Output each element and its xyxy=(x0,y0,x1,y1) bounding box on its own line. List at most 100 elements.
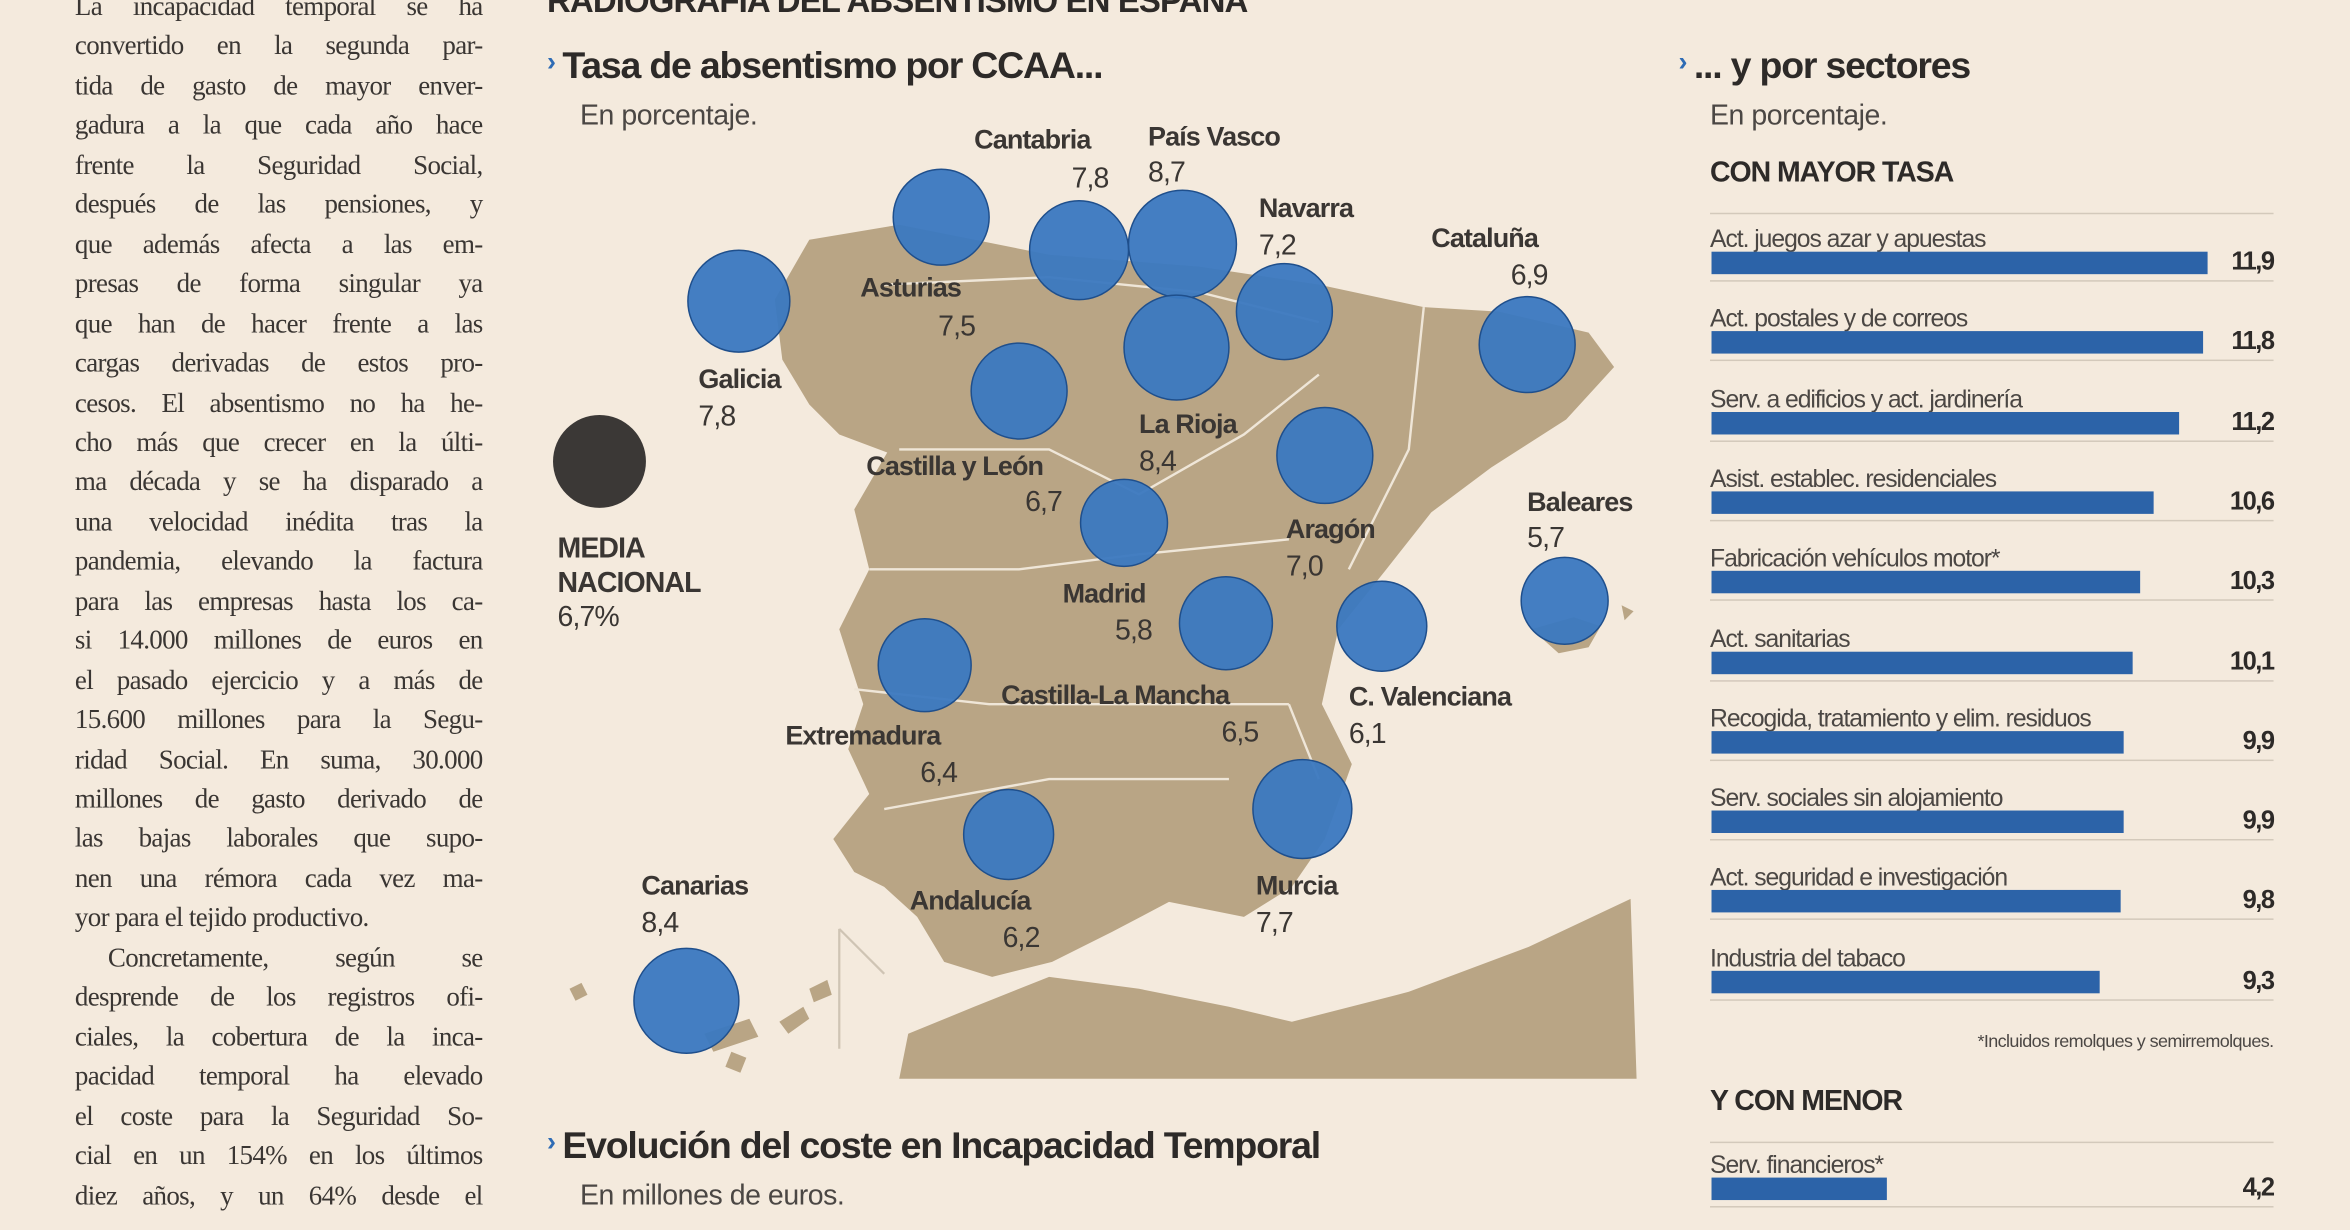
sector-value: 9,9 xyxy=(2242,806,2275,835)
region-name-label: País Vasco xyxy=(1148,121,1280,151)
cost-chart-title: › Evolución del coste en Incapacidad Temp… xyxy=(547,1125,1321,1168)
region-bubble xyxy=(1079,478,1169,568)
region-value-label: 7,8 xyxy=(1072,162,1109,194)
article-line: pacidad temporal ha elevado xyxy=(74,1060,483,1091)
sector-bar xyxy=(1711,810,2125,834)
article-line: presas de forma singular ya xyxy=(74,268,483,299)
sector-label: Act. sanitarias xyxy=(1710,625,1851,653)
article-line: que además afecta a las em- xyxy=(74,228,483,259)
footnote: *Incluidos remolques y semirremolques. xyxy=(1977,1030,2274,1052)
sector-label: Serv. financieros* xyxy=(1710,1152,1884,1180)
region-name-label: Navarra xyxy=(1259,193,1355,223)
region-bubble xyxy=(1478,295,1576,394)
sector-label: Serv. a edificios y act. jardinería xyxy=(1710,385,2023,413)
national-average-label: 6,7% xyxy=(558,601,620,633)
cost-chart-subtitle: En millones de euros. xyxy=(579,1180,845,1213)
article-line: después de las pensiones, y xyxy=(74,189,483,220)
article-line: tida de gasto de mayor enver- xyxy=(74,70,483,101)
region-value-label: 7,7 xyxy=(1256,907,1293,939)
article-line: cesos. El absentismo no ha he- xyxy=(74,387,483,418)
divider xyxy=(1710,599,2274,602)
sector-label: Fabricación vehículos motor* xyxy=(1710,545,2001,573)
sector-bar xyxy=(1711,650,2133,674)
sector-row: Serv. sociales sin alojamiento 9,9 xyxy=(1710,785,2275,864)
article-line: una velocidad inédita tras la xyxy=(74,506,483,537)
region-value-label: 6,1 xyxy=(1349,718,1386,750)
article-line: convertido en la segunda par- xyxy=(74,30,483,61)
sector-bar xyxy=(1711,491,2154,514)
sector-value: 4,2 xyxy=(2242,1173,2275,1202)
sector-bar xyxy=(1711,411,2179,434)
region-name-label: Galicia xyxy=(698,364,782,394)
article-line: para las empresas hasta los ca- xyxy=(74,585,483,616)
sector-row: Recogida, tratamiento y elim. residuos 9,… xyxy=(1710,705,2275,784)
article-line: Concretamente, según se xyxy=(107,942,483,973)
article-line: el coste para la Seguridad So- xyxy=(74,1100,483,1131)
sector-bar xyxy=(1711,571,2141,594)
region-bubble xyxy=(1235,262,1334,361)
article-line: yor para el tejido productivo. xyxy=(74,902,369,933)
region-value-label: 6,4 xyxy=(920,757,957,789)
sector-row: Asist. establec. residenciales 10,6 xyxy=(1710,466,2275,545)
region-name-label: Baleares xyxy=(1527,487,1632,517)
article-line: nen una rémora cada vez ma- xyxy=(74,862,483,893)
divider xyxy=(1710,918,2274,921)
map-title-text: Tasa de absentismo por CCAA... xyxy=(562,44,1103,87)
article-line: el pasado ejercicio y a más de xyxy=(74,664,483,695)
sector-row: Act. postales y de correos 11,8 xyxy=(1710,306,2275,385)
north-africa-land xyxy=(899,898,1637,1079)
article-line: ma década y se ha disparado a xyxy=(74,466,483,497)
national-average-label: NACIONAL xyxy=(558,567,702,599)
sector-bar xyxy=(1711,890,2121,913)
sector-bar xyxy=(1711,331,2204,355)
article-line: ridad Social. En suma, 30.000 xyxy=(74,743,483,774)
sector-bar xyxy=(1711,730,2125,754)
region-name-label: Cataluña xyxy=(1431,223,1540,253)
sector-value: 11,9 xyxy=(2231,247,2275,276)
region-value-label: 8,4 xyxy=(1139,445,1176,477)
article-line: gadura a la que cada año hace xyxy=(74,109,483,140)
region-value-label: 6,2 xyxy=(1003,922,1040,954)
group-heading-lowest: Y CON MENOR xyxy=(1710,1086,1903,1118)
sectors-title-text: ... y por sectores xyxy=(1693,44,1971,87)
divider xyxy=(1710,1141,2274,1144)
divider xyxy=(1710,360,2274,362)
sectors-title: ›... y por sectores xyxy=(1679,44,1972,88)
sector-bar xyxy=(1711,1177,1887,1201)
article-line: frente la Seguridad Social, xyxy=(74,149,483,180)
region-name-label: Cantabria xyxy=(974,124,1092,154)
map-subtitle: En porcentaje. xyxy=(579,100,758,132)
sector-row: Serv. financieros* 4,2 xyxy=(1710,1152,2275,1230)
region-value-label: 5,8 xyxy=(1115,615,1152,647)
divider xyxy=(1710,519,2274,522)
divider xyxy=(1710,998,2274,1001)
group-heading-highest: CON MAYOR TASA xyxy=(1710,157,1954,189)
divider xyxy=(1710,212,2274,215)
sector-row: Act. juegos azar y apuestas 11,9 xyxy=(1710,226,2275,305)
sector-bar xyxy=(1711,970,2100,993)
canarias-frame xyxy=(838,928,886,1049)
cost-chart-title-text: Evolución del coste en Incapacidad Tempo… xyxy=(562,1125,1321,1168)
region-bubble xyxy=(1123,294,1230,401)
sector-value: 11,2 xyxy=(2231,406,2275,436)
region-value-label: 7,0 xyxy=(1286,550,1323,582)
sector-value: 9,8 xyxy=(2242,886,2275,915)
sector-row: Fabricación vehículos motor* 10,3 xyxy=(1710,545,2275,625)
article-line: diez años, y un 64% desde el xyxy=(74,1179,483,1210)
divider xyxy=(1710,439,2274,442)
region-name-label: Murcia xyxy=(1256,870,1339,900)
chevron-icon: › xyxy=(547,1126,556,1157)
region-bubble xyxy=(1028,200,1130,301)
sector-value: 10,6 xyxy=(2229,486,2275,516)
region-value-label: 6,9 xyxy=(1511,260,1548,292)
divider xyxy=(1710,679,2274,681)
region-name-label: Madrid xyxy=(1063,578,1146,608)
region-name-label: Extremadura xyxy=(785,721,942,751)
region-bubble xyxy=(1252,758,1353,860)
region-bubble xyxy=(970,342,1068,440)
sector-label: Serv. sociales sin alojamiento xyxy=(1710,785,2004,813)
sector-value: 11,8 xyxy=(2231,327,2275,356)
sector-label: Recogida, tratamiento y elim. residuos xyxy=(1710,705,2092,733)
